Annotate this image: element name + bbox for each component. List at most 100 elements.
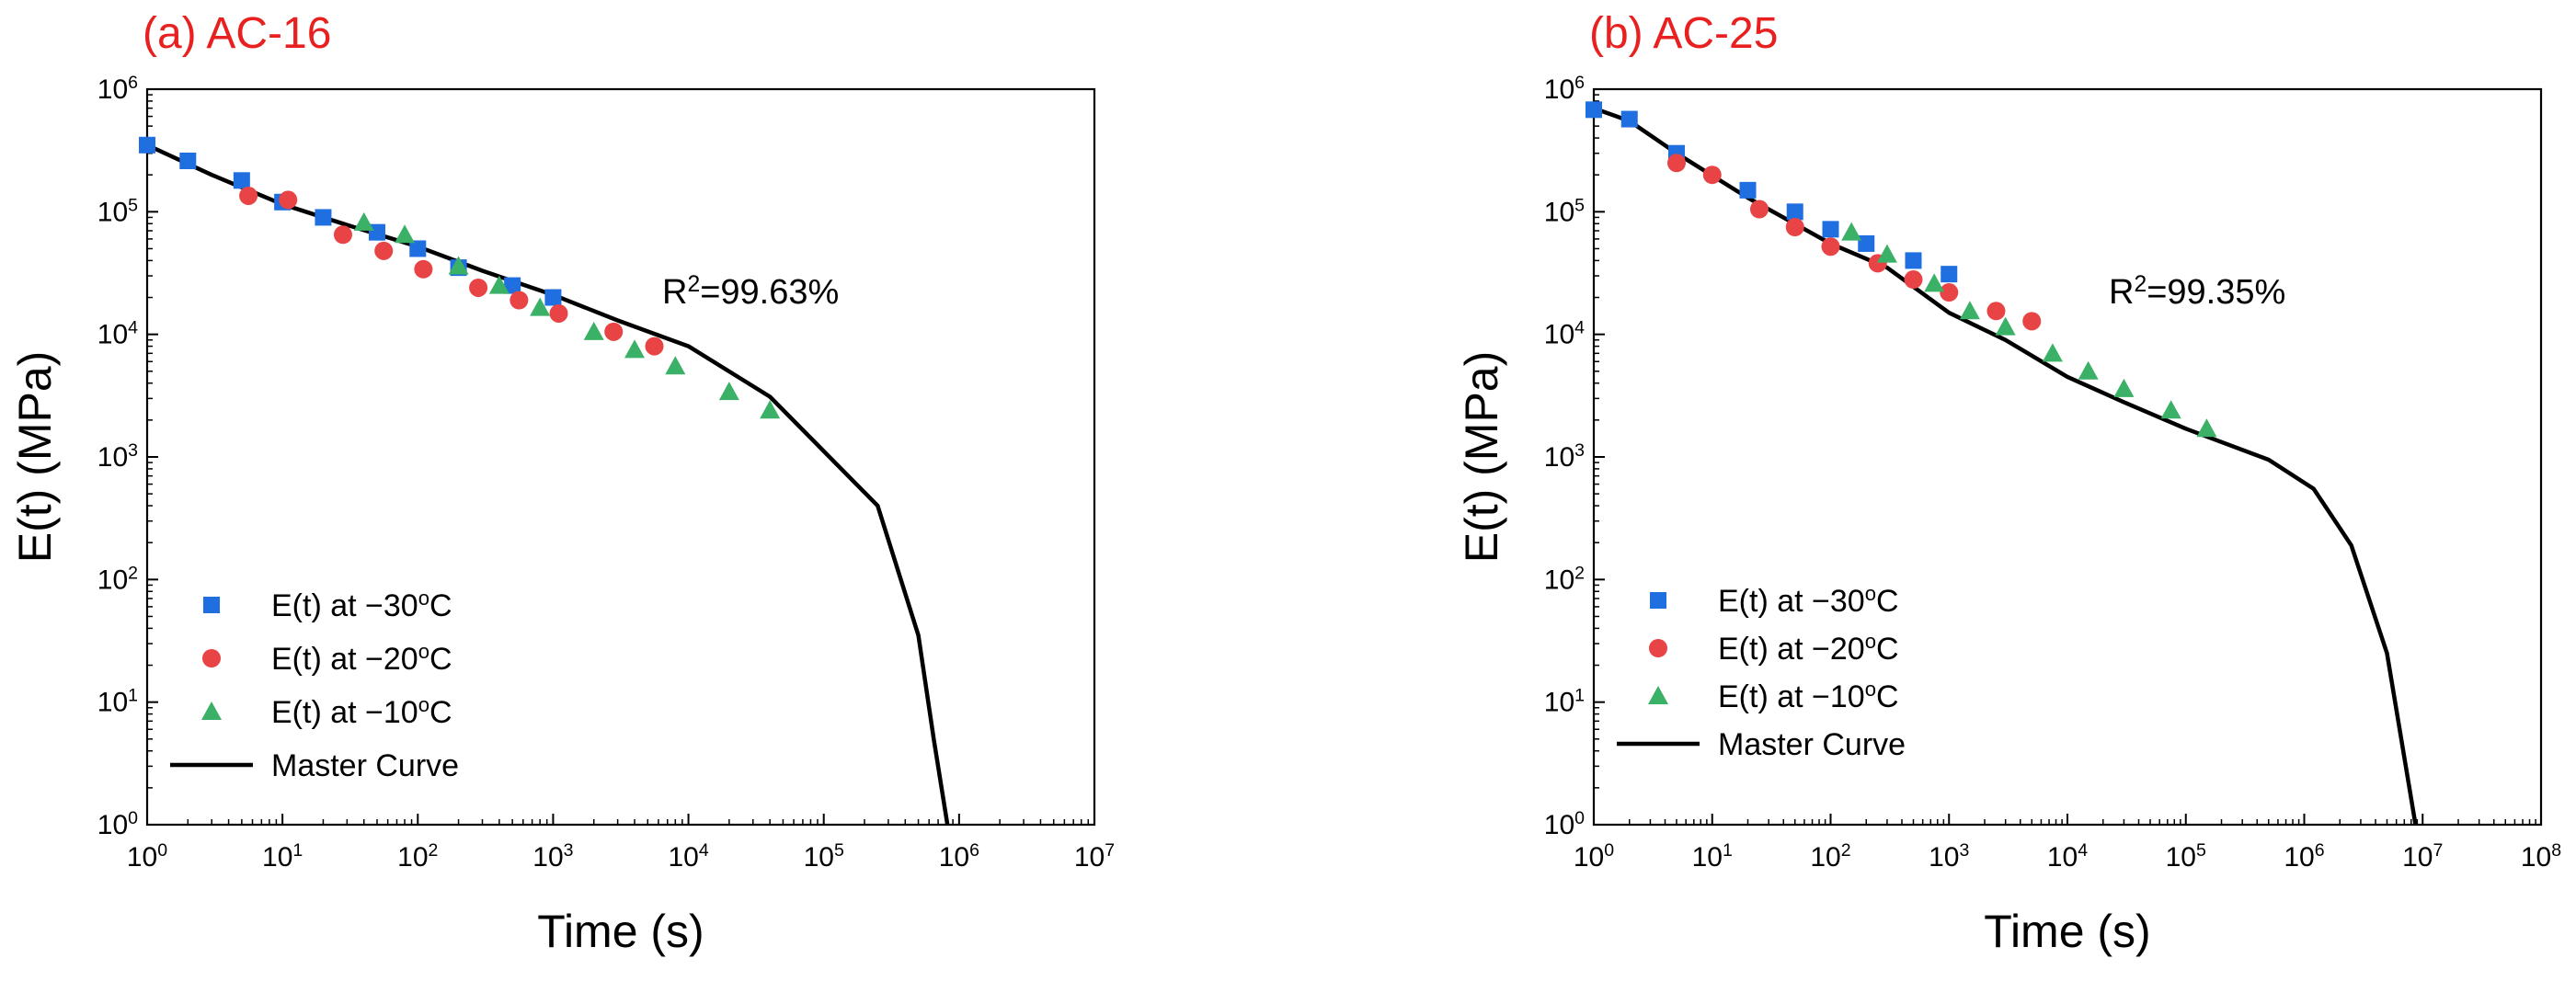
master-curve-line — [1594, 106, 2418, 825]
data-point-triangle — [1876, 244, 1897, 263]
chart-panel-1: (a) AC-16 100 101 102 103 104 105 106 107 100 101 1… — [9, 9, 1115, 957]
x-tick-label: 103 — [1929, 840, 1969, 873]
data-point-circle — [1785, 217, 1804, 236]
data-point-triangle — [2042, 343, 2063, 362]
data-point-circle — [333, 225, 352, 245]
y-tick-label: 105 — [1544, 195, 1585, 227]
data-point-circle — [414, 259, 433, 279]
data-point-circle — [1666, 154, 1686, 173]
data-point-triangle — [1995, 316, 2016, 336]
data-point-triangle — [583, 321, 604, 340]
x-tick-label: 105 — [804, 840, 844, 873]
legend-marker-square — [1650, 592, 1666, 609]
legend-label: Master Curve — [271, 748, 459, 783]
data-point-square — [1941, 266, 1958, 283]
data-point-triangle — [624, 339, 646, 359]
data-point-triangle — [530, 297, 551, 316]
data-point-square — [409, 240, 427, 257]
data-point-circle — [645, 337, 664, 356]
y-tick-label: 103 — [1544, 440, 1585, 473]
data-point-triangle — [760, 400, 781, 419]
legend-marker-square — [203, 597, 220, 613]
x-tick-label: 104 — [668, 840, 708, 873]
x-tick-label: 100 — [127, 840, 167, 873]
data-point-square — [1786, 203, 1803, 221]
legend-label: E(t) at −10oC — [271, 693, 452, 731]
legend-label: E(t) at −20oC — [271, 640, 452, 678]
x-tick-label: 101 — [262, 840, 303, 873]
series-square — [1586, 101, 1958, 283]
data-point-square — [1905, 252, 1922, 269]
x-tick-label: 101 — [1692, 840, 1733, 873]
chart-title: (a) AC-16 — [143, 9, 331, 58]
data-point-square — [1739, 181, 1757, 199]
legend: E(t) at −30oC E(t) at −20oC E(t) at −10oC M… — [170, 587, 459, 783]
r-squared-annotation: R2=99.63% — [662, 272, 839, 313]
y-tick-label: 103 — [97, 440, 138, 473]
data-point-circle — [1749, 200, 1769, 219]
legend-marker-triangle — [1648, 686, 1668, 704]
data-point-triangle — [448, 256, 469, 275]
data-point-triangle — [1924, 273, 1945, 292]
y-tick-label: 100 — [1544, 808, 1585, 840]
data-point-circle — [469, 278, 488, 297]
x-tick-label: 104 — [2047, 840, 2088, 873]
x-tick-label: 100 — [1574, 840, 1614, 873]
data-point-circle — [1904, 270, 1923, 290]
legend-label: E(t) at −20oC — [1718, 630, 1899, 667]
y-axis-title: E(t) (MPa) — [1456, 351, 1507, 564]
y-tick-label: 100 — [97, 808, 138, 840]
x-tick-label: 102 — [1810, 840, 1850, 873]
data-point-square — [368, 223, 385, 241]
data-point-triangle — [2160, 400, 2181, 419]
series-circle — [239, 186, 664, 356]
legend-label: Master Curve — [1718, 727, 1906, 762]
r-squared-annotation: R2=99.35% — [2109, 272, 2285, 313]
y-tick-label: 101 — [1544, 686, 1585, 718]
data-point-circle — [374, 241, 394, 260]
data-point-square — [315, 209, 332, 226]
chart-title: (b) AC-25 — [1589, 9, 1778, 58]
data-point-circle — [1986, 302, 2006, 321]
data-point-triangle — [1959, 301, 1980, 320]
legend-marker-circle — [202, 649, 221, 667]
series-triangle — [353, 211, 781, 419]
data-point-square — [139, 136, 155, 154]
data-point-triangle — [488, 275, 509, 294]
data-point-triangle — [665, 356, 686, 375]
data-point-square — [544, 289, 562, 306]
data-point-triangle — [353, 211, 374, 231]
legend-label: E(t) at −30oC — [271, 587, 452, 624]
legend-marker-triangle — [201, 702, 222, 720]
y-tick-label: 105 — [97, 195, 138, 227]
data-point-circle — [239, 186, 258, 205]
x-tick-label: 106 — [939, 840, 979, 873]
master-curve-line — [147, 143, 950, 825]
data-point-square — [1822, 221, 1839, 238]
data-point-circle — [509, 291, 529, 310]
x-tick-label: 105 — [2166, 840, 2206, 873]
data-point-circle — [1702, 165, 1722, 185]
data-point-triangle — [2078, 360, 2099, 380]
data-point-circle — [1940, 283, 1959, 302]
chart-panel-2: (b) AC-25 100 101 102 103 104 105 106 107 108 100 1… — [1456, 9, 2561, 957]
x-tick-label: 106 — [2284, 840, 2324, 873]
y-tick-label: 102 — [97, 563, 138, 595]
y-axis-title: E(t) (MPa) — [9, 351, 61, 564]
legend-label: E(t) at −10oC — [1718, 678, 1899, 715]
x-tick-label: 108 — [2521, 840, 2561, 873]
y-tick-label: 101 — [97, 686, 138, 718]
data-point-square — [1620, 110, 1638, 128]
data-point-circle — [279, 190, 298, 210]
x-tick-label: 102 — [397, 840, 438, 873]
y-tick-label: 106 — [1544, 73, 1585, 105]
x-tick-label: 107 — [1074, 840, 1115, 873]
data-point-square — [1586, 101, 1602, 119]
legend-marker-circle — [1649, 639, 1667, 657]
y-tick-label: 102 — [1544, 563, 1585, 595]
data-point-square — [179, 153, 197, 170]
data-point-square — [233, 172, 250, 189]
y-tick-label: 106 — [97, 73, 138, 105]
data-point-triangle — [718, 382, 739, 401]
